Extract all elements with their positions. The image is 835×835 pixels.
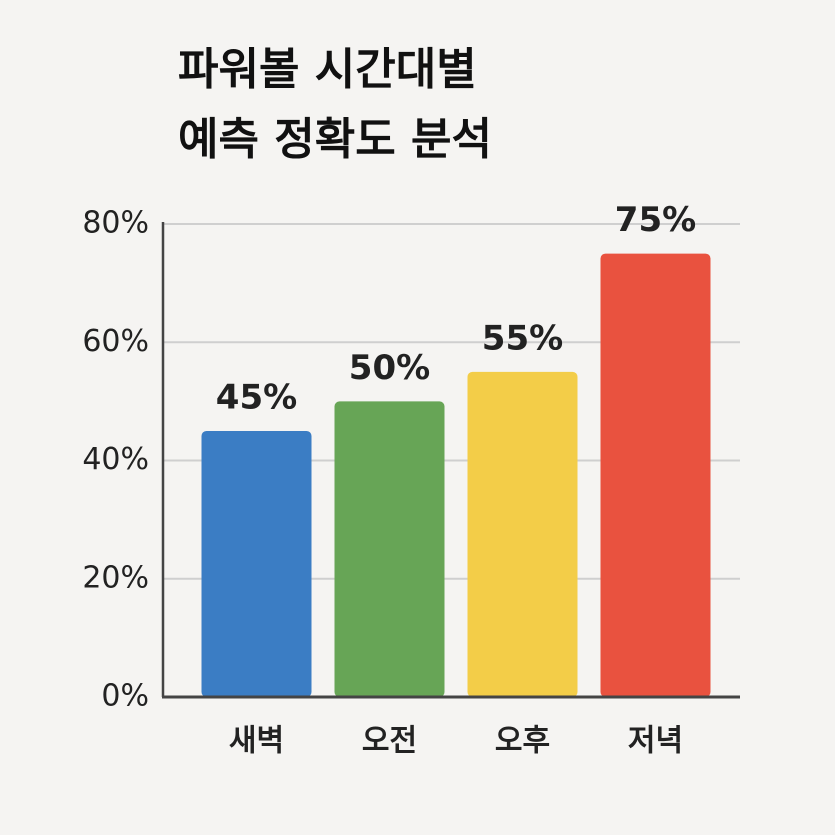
bar bbox=[600, 253, 711, 697]
bar bbox=[201, 430, 312, 697]
x-tick-label: 오전 bbox=[362, 724, 417, 759]
value-label: 55% bbox=[482, 318, 563, 358]
chart-title: 예측 정확도 분석 bbox=[178, 114, 492, 165]
x-tick-label: 오후 bbox=[495, 724, 550, 759]
y-tick-label: 40% bbox=[82, 442, 149, 477]
chart-title: 파워볼 시간대별 bbox=[178, 44, 477, 95]
y-tick-label: 20% bbox=[82, 560, 149, 595]
bar bbox=[467, 371, 578, 697]
x-tick-label: 새벽 bbox=[229, 724, 284, 759]
value-label: 75% bbox=[615, 200, 696, 240]
y-tick-label: 60% bbox=[82, 324, 149, 359]
value-label: 45% bbox=[216, 377, 297, 417]
value-label: 50% bbox=[349, 348, 430, 388]
x-tick-label: 저녁 bbox=[628, 724, 683, 759]
bar bbox=[334, 401, 445, 697]
y-tick-label: 0% bbox=[101, 679, 149, 714]
y-tick-label: 80% bbox=[82, 206, 149, 241]
